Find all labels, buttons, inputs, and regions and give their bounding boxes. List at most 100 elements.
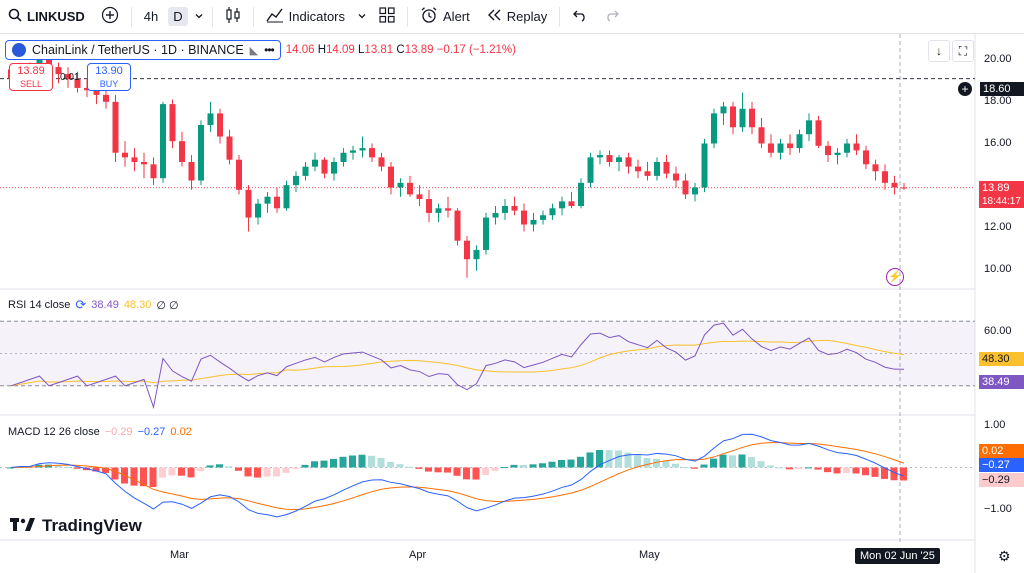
- indicators-dropdown[interactable]: [353, 0, 371, 33]
- macd-histogram-bar: [168, 467, 176, 476]
- macd-histogram-bar: [73, 467, 81, 469]
- candle-body: [901, 187, 907, 189]
- settings-icon[interactable]: ⚙: [998, 548, 1011, 564]
- macd-legend[interactable]: MACD 12 26 close −0.29 −0.27 0.02: [8, 426, 192, 438]
- candle-body: [872, 164, 879, 172]
- macd-histogram-bar: [491, 467, 499, 471]
- sell-button[interactable]: 13.89 SELL: [9, 63, 53, 91]
- undo-icon: [572, 8, 588, 25]
- macd-histogram-bar: [187, 467, 195, 478]
- candle-body: [169, 104, 176, 142]
- interval-dropdown[interactable]: [190, 0, 208, 33]
- macd-histogram-bar: [482, 467, 489, 476]
- candle-body: [654, 162, 660, 176]
- macd-histogram-bar: [311, 461, 318, 468]
- macd-histogram-bar: [672, 463, 679, 468]
- macd-histogram-bar: [653, 458, 660, 468]
- macd-histogram-bar: [862, 467, 869, 476]
- candle-body: [616, 157, 622, 162]
- candle-body: [635, 166, 641, 172]
- symbol-search[interactable]: LINKUSD: [0, 0, 93, 33]
- macd-histogram-bar: [548, 461, 556, 468]
- macd-histogram-bar: [767, 465, 774, 468]
- replay-button[interactable]: Replay: [478, 0, 555, 33]
- candle-body: [293, 175, 299, 186]
- macd-histogram-bar: [368, 455, 375, 468]
- scale-down-button[interactable]: ↓: [928, 40, 950, 62]
- more-icon[interactable]: •••: [264, 43, 275, 57]
- candle-body: [150, 164, 157, 179]
- macd-histogram-bar: [871, 467, 879, 477]
- macd-histogram-bar: [273, 467, 280, 477]
- rsi-axis-label: 60.00: [984, 325, 1012, 337]
- chevron-down-icon: [357, 9, 367, 24]
- undo-button[interactable]: [564, 0, 596, 33]
- chevron-down-icon: [194, 9, 204, 24]
- candle-body: [473, 249, 480, 260]
- add-alert-icon[interactable]: +: [958, 82, 972, 96]
- macd-histogram-bar: [92, 467, 100, 472]
- macd-histogram-bar: [558, 459, 565, 468]
- fullscreen-button[interactable]: ⛶: [952, 40, 974, 62]
- macd-histogram-bar: [159, 467, 166, 478]
- lightning-icon[interactable]: ⚡: [886, 268, 904, 286]
- search-icon: [8, 8, 22, 25]
- macd-hist-tag: −0.29: [979, 473, 1024, 487]
- rsi-label: RSI 14 close: [8, 299, 71, 311]
- macd-histogram-bar: [776, 467, 784, 469]
- chart-type-button[interactable]: [217, 0, 249, 33]
- macd-histogram-bar: [520, 464, 527, 468]
- symbol-legend[interactable]: ChainLink / TetherUS · 1D · BINANCE ◣ ••…: [5, 40, 281, 60]
- candle-body: [834, 152, 841, 156]
- candle-body: [55, 67, 62, 75]
- candle-body: [644, 171, 651, 176]
- macd-histogram-bar: [111, 467, 119, 480]
- candles-icon: [225, 6, 241, 27]
- rewind-icon: [486, 8, 502, 25]
- interval-d-wrap[interactable]: D: [166, 0, 189, 33]
- refresh-icon[interactable]: ⟳: [75, 297, 87, 312]
- time-label: May: [639, 549, 660, 561]
- macd-histogram-bar: [453, 467, 461, 476]
- macd-histogram-bar: [539, 463, 546, 468]
- macd-line: [10, 433, 905, 518]
- macd-histogram-bar: [586, 452, 594, 468]
- tradingview-logo[interactable]: TradingView: [10, 516, 142, 536]
- layouts-button[interactable]: [371, 0, 403, 33]
- macd-histogram-bar: [729, 455, 736, 468]
- macd-histogram-bar: [567, 459, 575, 468]
- macd-histogram-bar: [577, 456, 584, 468]
- price-label: 18.00: [984, 95, 1012, 107]
- candle-body: [416, 194, 423, 200]
- candle-body: [682, 180, 689, 195]
- redo-button[interactable]: [596, 0, 628, 33]
- candle-body: [198, 124, 204, 181]
- candle-body: [274, 196, 280, 209]
- rsi-value: 38.49: [91, 299, 119, 311]
- arrow-down-icon: ↓: [936, 44, 942, 58]
- compare-button[interactable]: [93, 0, 127, 33]
- candle-body: [321, 159, 328, 174]
- change-value: −0.17 (−1.21%): [436, 44, 516, 56]
- indicators-button[interactable]: Indicators: [258, 0, 353, 33]
- macd-histogram-bar: [786, 467, 793, 470]
- flag-icon[interactable]: ◣: [249, 44, 259, 57]
- candle-body: [511, 205, 518, 211]
- macd-histogram-bar: [529, 464, 537, 468]
- macd-histogram-bar: [605, 450, 613, 468]
- macd-histogram-bar: [596, 450, 603, 468]
- macd-histogram-bar: [890, 467, 898, 481]
- candle-body: [245, 189, 252, 218]
- candle-body: [502, 205, 508, 213]
- candle-body: [701, 143, 708, 188]
- rsi-legend[interactable]: RSI 14 close ⟳ 38.49 48.30 ∅ ∅: [8, 297, 179, 313]
- candle-body: [188, 162, 195, 181]
- interval-d[interactable]: D: [168, 7, 188, 26]
- interval-4h[interactable]: 4h: [143, 9, 159, 24]
- candle-body: [359, 148, 366, 151]
- macd-histogram-bar: [358, 454, 366, 468]
- candle-body: [350, 150, 356, 153]
- alert-button[interactable]: Alert: [412, 0, 478, 33]
- buy-button[interactable]: 13.90 BUY: [87, 63, 131, 91]
